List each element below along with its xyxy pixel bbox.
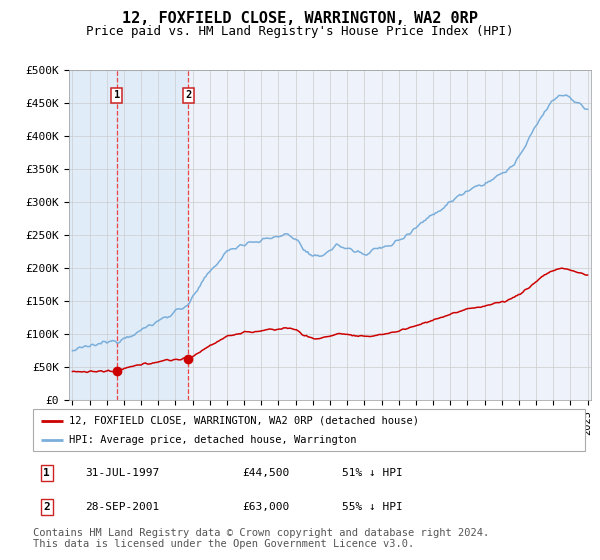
FancyBboxPatch shape (33, 409, 585, 451)
Bar (117, 70, 188, 400)
Text: 12, FOXFIELD CLOSE, WARRINGTON, WA2 0RP (detached house): 12, FOXFIELD CLOSE, WARRINGTON, WA2 0RP … (69, 416, 419, 426)
Text: 28-SEP-2001: 28-SEP-2001 (85, 502, 160, 512)
Text: 31-JUL-1997: 31-JUL-1997 (85, 468, 160, 478)
Text: Contains HM Land Registry data © Crown copyright and database right 2024.
This d: Contains HM Land Registry data © Crown c… (33, 528, 489, 549)
Text: 2: 2 (185, 90, 191, 100)
Text: £44,500: £44,500 (243, 468, 290, 478)
Text: 55% ↓ HPI: 55% ↓ HPI (342, 502, 403, 512)
Text: 2: 2 (43, 502, 50, 512)
Text: HPI: Average price, detached house, Warrington: HPI: Average price, detached house, Warr… (69, 435, 356, 445)
Text: Price paid vs. HM Land Registry's House Price Index (HPI): Price paid vs. HM Land Registry's House … (86, 25, 514, 38)
Text: 12, FOXFIELD CLOSE, WARRINGTON, WA2 0RP: 12, FOXFIELD CLOSE, WARRINGTON, WA2 0RP (122, 11, 478, 26)
Text: 51% ↓ HPI: 51% ↓ HPI (342, 468, 403, 478)
Bar (69, 70, 117, 400)
Text: 1: 1 (43, 468, 50, 478)
Text: 1: 1 (113, 90, 120, 100)
Text: £63,000: £63,000 (243, 502, 290, 512)
